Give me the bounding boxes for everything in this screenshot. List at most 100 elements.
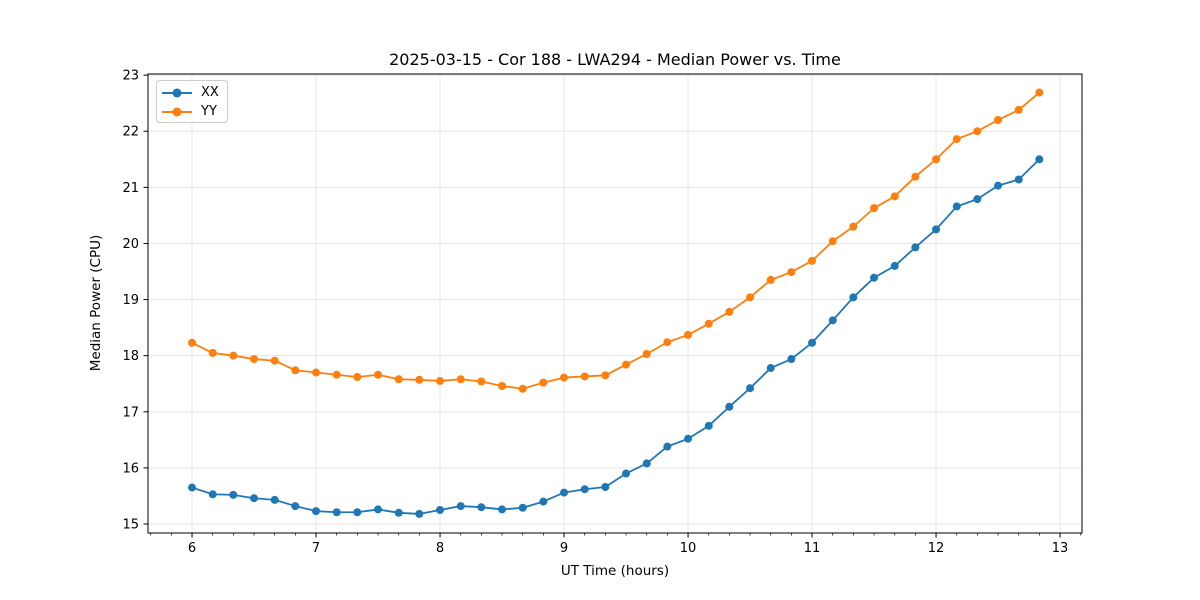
y-tick-label: 19 <box>122 293 139 308</box>
chart-title: 2025-03-15 - Cor 188 - LWA294 - Median P… <box>389 50 841 69</box>
series-yy-marker <box>477 377 486 386</box>
legend-item-xx: XX <box>157 83 227 102</box>
series-xx-marker <box>374 505 383 514</box>
y-tick-label: 22 <box>122 125 139 140</box>
series-yy-marker <box>766 275 775 284</box>
series-yy-marker <box>1014 105 1023 114</box>
series-xx-marker <box>580 485 589 494</box>
series-yy-marker <box>312 368 321 377</box>
series-xx-marker <box>601 482 610 491</box>
x-tick-label: 11 <box>804 541 821 556</box>
series-yy-marker <box>994 116 1003 125</box>
y-tick-label: 16 <box>122 461 139 476</box>
series-yy-marker <box>208 348 217 357</box>
y-tick-label: 23 <box>122 69 139 84</box>
series-yy-marker <box>746 293 755 302</box>
series-xx-marker <box>270 495 279 504</box>
y-tick-label: 18 <box>122 349 139 364</box>
series-yy-marker <box>870 204 879 213</box>
y-tick-label: 21 <box>122 181 139 196</box>
x-tick-label: 9 <box>560 541 568 556</box>
series-xx-marker <box>456 502 465 511</box>
series-yy-marker <box>725 307 734 316</box>
series-yy-marker <box>1035 88 1044 97</box>
series-xx-marker <box>932 225 941 234</box>
series-xx-marker <box>704 421 713 430</box>
series-xx-marker <box>332 508 341 517</box>
series-yy-marker <box>229 351 238 360</box>
series-yy-marker <box>270 356 279 365</box>
series-yy-marker <box>642 350 651 358</box>
series-xx-marker <box>477 503 486 512</box>
series-yy-marker <box>932 155 941 164</box>
x-tick-label: 7 <box>312 541 320 556</box>
series-yy-marker <box>291 366 300 375</box>
series-xx-marker <box>663 442 672 451</box>
series-yy-marker <box>890 192 899 201</box>
series-yy-marker <box>560 373 569 382</box>
legend-line-sample-yy <box>162 107 192 116</box>
series-xx-marker <box>415 509 424 518</box>
series-xx-marker <box>622 469 631 478</box>
series-yy-marker <box>539 378 548 387</box>
x-tick-label: 8 <box>436 541 444 556</box>
legend-label-yy: YY <box>201 104 217 119</box>
legend-line-sample-xx <box>162 88 192 97</box>
series-xx-marker <box>870 273 879 282</box>
series-yy-marker <box>973 127 982 136</box>
series-xx-marker <box>291 502 300 511</box>
series-xx-marker <box>684 434 693 443</box>
y-tick-label: 20 <box>122 237 139 252</box>
series-xx-marker <box>250 494 259 503</box>
series-xx-marker <box>828 316 837 325</box>
series-xx-line <box>191 158 1041 515</box>
series-yy-marker <box>498 381 507 390</box>
series-yy-marker <box>911 172 920 181</box>
series-xx-marker <box>849 293 858 302</box>
series-yy-marker <box>518 384 527 393</box>
series-yy-marker <box>684 330 693 339</box>
series-yy-marker <box>394 375 403 384</box>
series-xx-marker <box>436 505 445 514</box>
series-yy-marker <box>787 268 796 277</box>
series-xx-marker <box>725 402 734 411</box>
series-xx-marker <box>498 505 507 514</box>
legend-item-yy: YY <box>157 102 227 121</box>
series-yy-line <box>191 91 1041 390</box>
series-xx-marker <box>188 483 197 492</box>
series-xx-marker <box>973 195 982 204</box>
y-axis-label: Median Power (CPU) <box>88 234 104 372</box>
x-tick-label: 6 <box>188 541 196 556</box>
x-tick-label: 13 <box>1052 541 1069 556</box>
x-tick-label: 12 <box>928 541 945 556</box>
series-yy-marker <box>663 338 672 347</box>
axes-spines <box>147 73 1083 534</box>
series-yy-marker <box>353 373 362 382</box>
series-xx-marker <box>353 508 362 517</box>
y-tick-label: 17 <box>122 405 139 420</box>
series-xx-marker <box>1035 155 1044 164</box>
x-tick-label: 10 <box>680 541 697 556</box>
legend-marker-icon <box>172 107 182 116</box>
series-yy-marker <box>436 376 445 385</box>
series-xx-marker <box>560 488 569 497</box>
series-xx-marker <box>952 202 961 211</box>
series-yy-marker <box>849 222 858 231</box>
series-yy-marker <box>704 319 713 328</box>
series-xx-marker <box>766 364 775 373</box>
series-yy-marker <box>601 371 610 380</box>
series-xx-marker <box>808 338 817 347</box>
series-xx-marker <box>890 261 899 270</box>
legend: XX YY <box>156 80 228 123</box>
y-tick-label: 15 <box>122 518 139 533</box>
series-xx-marker <box>994 181 1003 190</box>
series-xx-marker <box>208 490 217 499</box>
series-xx-marker <box>642 459 651 468</box>
series-yy-marker <box>250 355 259 364</box>
series-yy-marker <box>808 256 817 265</box>
series-xx-marker <box>312 507 321 516</box>
series-yy-marker <box>622 360 631 369</box>
legend-marker-icon <box>172 88 182 97</box>
